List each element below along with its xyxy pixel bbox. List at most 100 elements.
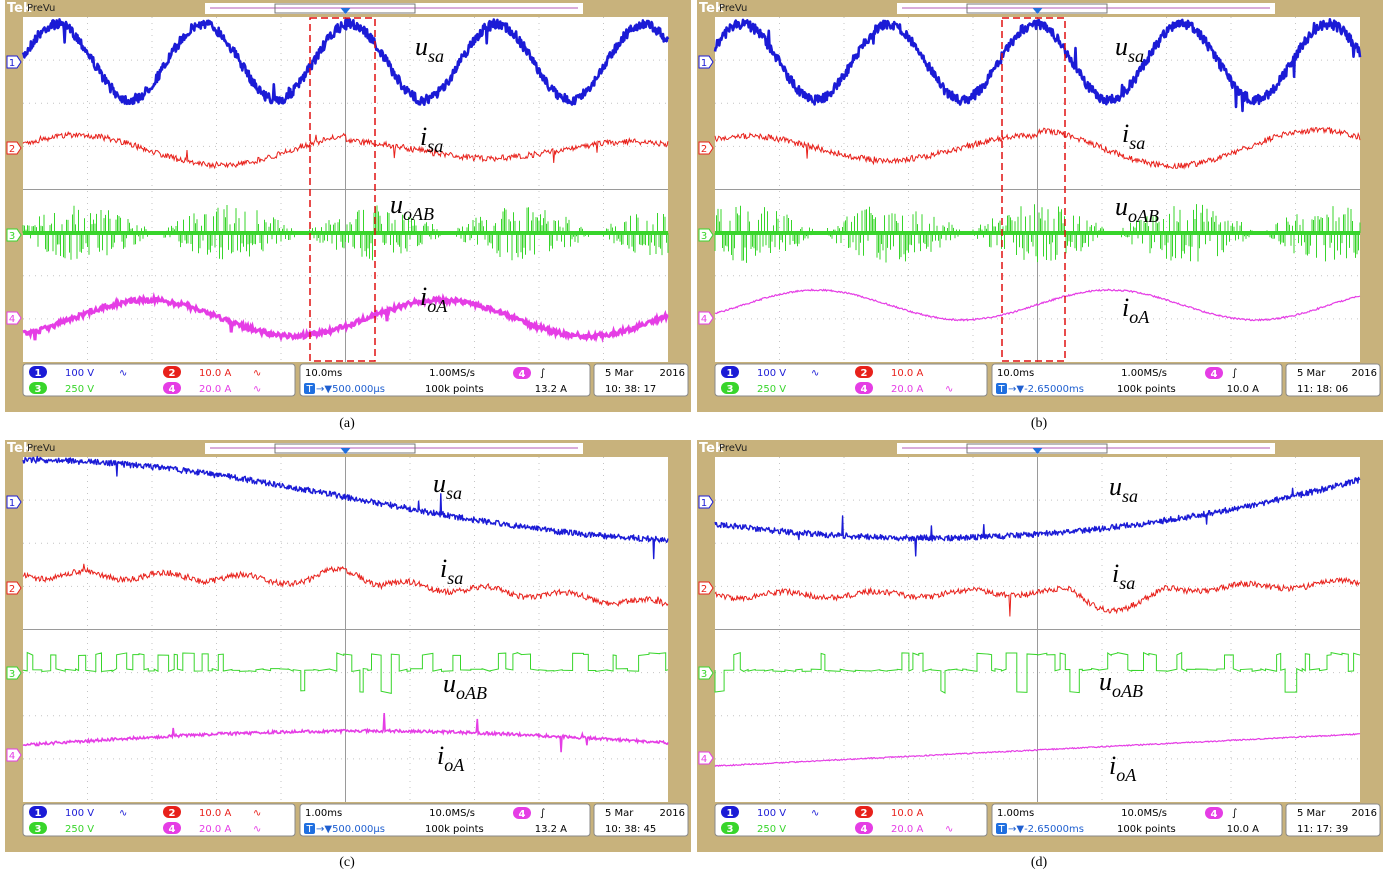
channel-marker-label: 2 <box>9 144 15 155</box>
date: 5 Mar <box>1297 808 1326 819</box>
channel-scale: 10.0 A <box>891 808 923 819</box>
mode: PreVu <box>27 443 55 454</box>
trigger-position: →▼-2.65000ms <box>1008 384 1084 395</box>
channel-badge-label: 2 <box>169 368 176 379</box>
trigger-level: 13.2 A <box>535 384 567 395</box>
timebase: 10.0ms <box>305 368 342 379</box>
trace-symbol: i <box>1122 119 1129 148</box>
trace-symbol: u <box>1109 472 1122 501</box>
trace-subscript: sa <box>428 46 444 66</box>
date: 5 Mar <box>1297 368 1326 379</box>
mode: PreVu <box>719 443 747 454</box>
year: 2016 <box>660 368 685 379</box>
trigger-position: →▼500.000µs <box>316 384 385 395</box>
channel-marker-label: 3 <box>701 669 707 680</box>
trace-subscript: oA <box>1116 765 1137 785</box>
trigger-icon: T <box>305 824 313 835</box>
channel-scale: 100 V <box>757 368 786 379</box>
channel-scale: 250 V <box>757 824 786 835</box>
channel-marker-label: 4 <box>9 314 15 325</box>
record-length: 100k points <box>1117 384 1176 395</box>
channel-coupling: ∿ <box>945 384 953 395</box>
date: 5 Mar <box>605 368 634 379</box>
year: 2016 <box>660 808 685 819</box>
channel-marker-label: 2 <box>9 584 15 595</box>
channel-marker-label: 2 <box>701 144 707 155</box>
channel-badge-label: 4 <box>169 824 176 835</box>
trace-subscript: sa <box>1122 486 1138 506</box>
trace-subscript: sa <box>446 483 462 503</box>
channel-coupling: ∿ <box>811 808 819 819</box>
channel-badge-label: 2 <box>861 368 868 379</box>
trace-subscript: sa <box>447 568 463 588</box>
panel-caption: (a) <box>339 416 355 431</box>
trace-subscript: sa <box>427 136 443 156</box>
channel-scale: 250 V <box>65 384 94 395</box>
trigger-channel: 4 <box>1211 369 1218 380</box>
channel-marker-label: 3 <box>9 669 15 680</box>
trigger-slope: ∫ <box>1232 808 1237 819</box>
channel-coupling: ∿ <box>811 368 819 379</box>
channel-scale: 100 V <box>757 808 786 819</box>
channel-badge-label: 1 <box>727 808 734 819</box>
channel-scale: 20.0 A <box>891 824 923 835</box>
trace-symbol: i <box>1109 751 1116 780</box>
panel-caption: (c) <box>339 855 355 870</box>
trace-symbol: u <box>390 190 403 219</box>
trace-subscript: oA <box>444 755 465 775</box>
time: 11: 18: 06 <box>1297 384 1348 395</box>
mode: PreVu <box>27 3 55 14</box>
channel-coupling: ∿ <box>119 808 127 819</box>
channel-marker-label: 4 <box>701 754 707 765</box>
time: 10: 38: 17 <box>605 384 656 395</box>
trace-symbol: u <box>415 32 428 61</box>
trace-symbol: u <box>1115 32 1128 61</box>
trace-subscript: sa <box>1129 133 1145 153</box>
trigger-position: →▼500.000µs <box>316 824 385 835</box>
channel-scale: 20.0 A <box>199 824 231 835</box>
trigger-slope: ∫ <box>1232 368 1237 379</box>
year: 2016 <box>1352 808 1377 819</box>
sample-rate: 1.00MS/s <box>429 368 475 379</box>
record-length: 100k points <box>425 824 484 835</box>
figure: TekPreVu1234usaisauoABioA1100 V∿210.0 A∿… <box>0 0 1390 880</box>
channel-badge-label: 3 <box>35 824 42 835</box>
channel-marker-label: 1 <box>701 498 707 509</box>
trace-subscript: sa <box>1128 46 1144 66</box>
trace-subscript: sa <box>1119 573 1135 593</box>
trace-symbol: u <box>433 469 446 498</box>
channel-badge-label: 1 <box>35 808 42 819</box>
trigger-level: 10.0 A <box>1227 824 1259 835</box>
timebase: 1.00ms <box>305 808 342 819</box>
timebase: 10.0ms <box>997 368 1034 379</box>
channel-scale: 10.0 A <box>199 808 231 819</box>
channel-badge-label: 3 <box>727 384 734 395</box>
channel-badge-label: 3 <box>727 824 734 835</box>
sample-rate: 10.0MS/s <box>1121 808 1167 819</box>
channel-marker-label: 3 <box>9 231 15 242</box>
channel-coupling: ∿ <box>253 824 261 835</box>
channel-marker-label: 1 <box>701 58 707 69</box>
channel-scale: 20.0 A <box>199 384 231 395</box>
record-length: 100k points <box>425 384 484 395</box>
channel-badge-label: 4 <box>861 824 868 835</box>
sample-rate: 1.00MS/s <box>1121 368 1167 379</box>
trace-symbol: u <box>443 669 456 698</box>
channel-badge-label: 2 <box>861 808 868 819</box>
trigger-channel: 4 <box>519 809 526 820</box>
trigger-icon: T <box>305 384 313 395</box>
trace-subscript: oAB <box>1112 681 1143 701</box>
trigger-channel: 4 <box>1211 809 1218 820</box>
channel-scale: 100 V <box>65 368 94 379</box>
channel-marker-label: 2 <box>701 584 707 595</box>
panel-caption: (b) <box>1031 416 1048 431</box>
channel-coupling: ∿ <box>253 384 261 395</box>
trace-symbol: u <box>1115 192 1128 221</box>
trace-subscript: oA <box>1129 307 1150 327</box>
channel-badge-label: 1 <box>35 368 42 379</box>
channel-badge-label: 4 <box>861 384 868 395</box>
trace-symbol: i <box>1122 293 1129 322</box>
timebase: 1.00ms <box>997 808 1034 819</box>
